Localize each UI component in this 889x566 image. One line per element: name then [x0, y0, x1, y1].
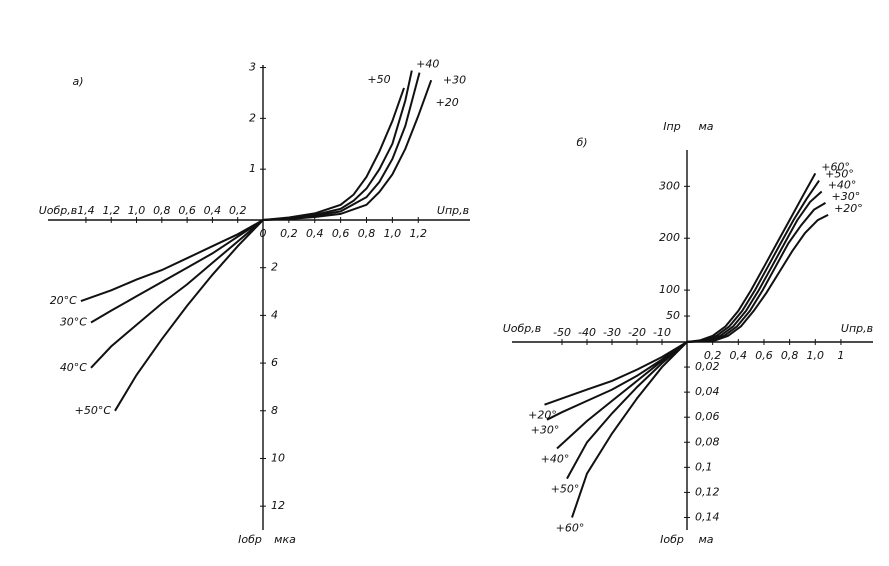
x-tick-label: -30	[603, 326, 621, 339]
y-tick-label: 0,06	[695, 410, 720, 423]
curve	[686, 190, 823, 343]
series-label: +50°	[825, 168, 854, 181]
y-tick-label: 0,04	[695, 385, 720, 398]
y-tick-label: 3	[249, 61, 256, 74]
y-tick-label: 6	[271, 356, 278, 369]
curve	[262, 87, 405, 221]
axis-title: ма	[698, 533, 713, 546]
y-tick-label: 0,12	[695, 485, 720, 498]
x-tick-label: 0,4	[730, 349, 748, 362]
series-label: +60°	[556, 521, 585, 534]
axis-title: Iобр	[660, 533, 684, 546]
x-tick-label: 0,8	[358, 227, 376, 240]
axis-title: а)	[72, 75, 83, 88]
series-label: 40°C	[60, 361, 87, 374]
y-tick-label: 12	[271, 499, 285, 512]
curve	[546, 341, 688, 421]
x-tick-label: -40	[578, 326, 596, 339]
axis-title: ма	[698, 120, 713, 133]
x-tick-label: 0,4	[204, 204, 222, 217]
y-tick-label: 0,14	[695, 510, 720, 523]
x-tick-label: -20	[628, 326, 646, 339]
axis-title: Iпр	[663, 120, 680, 133]
curve	[114, 219, 264, 412]
y-tick-label: 2	[249, 111, 256, 124]
y-tick-label: 0,1	[695, 460, 713, 473]
series-label: +40	[416, 58, 439, 71]
curve	[90, 219, 264, 324]
x-tick-label: -50	[553, 326, 571, 339]
series-label: +50°C	[75, 404, 112, 417]
curve	[556, 341, 688, 450]
curve	[262, 72, 421, 221]
y-tick-label: 0,02	[695, 360, 720, 373]
y-tick-label: 10	[271, 451, 285, 464]
curve	[80, 219, 264, 303]
y-tick-label: 4	[271, 308, 278, 321]
axis-title: Iобр	[238, 533, 262, 546]
curve	[686, 202, 827, 343]
x-tick-label: 0,6	[332, 227, 350, 240]
axis-title: б)	[576, 136, 587, 149]
curve	[686, 180, 820, 343]
y-tick-label: 0,08	[695, 435, 720, 448]
axis-title: Uпр,в	[841, 322, 873, 335]
series-label: +20°	[834, 202, 863, 215]
series-label: +40°	[541, 453, 570, 466]
x-tick-label: 1,2	[410, 227, 428, 240]
curve	[571, 341, 688, 518]
axis-title: Uпр,в	[437, 204, 469, 217]
curve	[90, 219, 264, 369]
curve	[686, 214, 829, 343]
x-tick-label: 0,2	[704, 349, 722, 362]
x-tick-label: 0,2	[229, 204, 247, 217]
series-label: 30°C	[60, 316, 87, 329]
x-tick-label: 0,4	[306, 227, 324, 240]
series-label: 20°C	[50, 294, 77, 307]
x-tick-label: 0,8	[153, 204, 171, 217]
curve	[262, 70, 413, 221]
x-tick-label: 0	[260, 227, 267, 240]
x-tick-label: 0,8	[781, 349, 799, 362]
y-tick-label: 100	[659, 283, 680, 296]
curve	[566, 341, 688, 480]
series-label: +60°	[821, 160, 850, 173]
y-tick-label: 8	[271, 404, 278, 417]
x-tick-label: 1,4	[77, 204, 95, 217]
y-tick-label: 2	[271, 261, 278, 274]
x-tick-label: 1,2	[102, 204, 120, 217]
series-label: +30	[443, 74, 466, 87]
axis-title: Uобр,в	[39, 204, 78, 217]
axis-title: Uобр,в	[503, 322, 542, 335]
x-tick-label: 1,0	[128, 204, 146, 217]
x-tick-label: 1,0	[807, 349, 825, 362]
curve	[686, 172, 817, 343]
y-tick-label: 50	[666, 309, 680, 322]
curve	[544, 341, 688, 406]
y-tick-label: 200	[659, 231, 680, 244]
series-label: +20	[436, 96, 459, 109]
x-tick-label: 1	[837, 349, 844, 362]
series-label: +30°	[531, 424, 560, 437]
x-tick-label: -10	[653, 326, 671, 339]
series-label: +40°	[828, 179, 857, 192]
x-tick-label: 0,6	[755, 349, 773, 362]
y-tick-label: 300	[659, 179, 680, 192]
y-tick-label: 1	[249, 162, 256, 175]
series-label: +20°	[528, 409, 557, 422]
series-label: +30°	[832, 190, 861, 203]
x-tick-label: 1,0	[384, 227, 402, 240]
x-tick-label: 0,6	[178, 204, 196, 217]
series-label: +50	[367, 73, 390, 86]
axis-title: мка	[274, 533, 296, 546]
x-tick-label: 0,2	[280, 227, 298, 240]
series-label: +50°	[551, 483, 580, 496]
